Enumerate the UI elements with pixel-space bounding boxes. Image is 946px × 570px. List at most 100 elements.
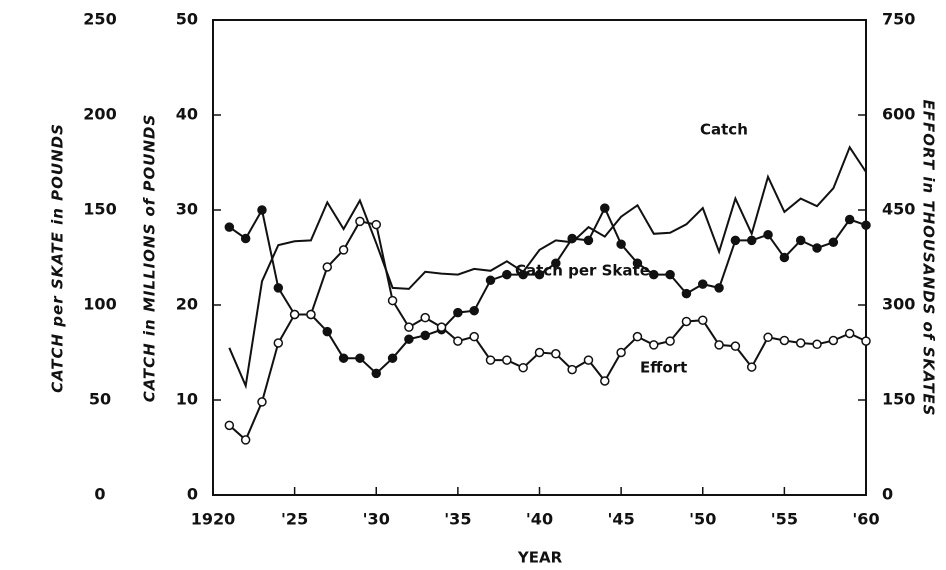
data-point (600, 203, 610, 213)
y-tick-label: 150 (83, 200, 116, 219)
data-point (404, 334, 414, 344)
x-tick-label: '55 (771, 510, 798, 529)
data-point (273, 283, 284, 293)
data-point (355, 216, 365, 227)
data-point (224, 222, 235, 232)
data-point (453, 336, 463, 346)
data-point (779, 252, 790, 263)
data-point (567, 233, 577, 244)
y-tick-label: 300 (882, 295, 915, 314)
data-point (469, 305, 479, 316)
data-point (649, 340, 659, 350)
x-tick-label: '30 (363, 510, 390, 529)
data-point (534, 269, 545, 280)
data-point (485, 355, 496, 365)
data-point (453, 307, 463, 318)
data-point (632, 258, 643, 268)
y-tick-label: 600 (882, 105, 915, 124)
y-tick-label: 100 (83, 295, 116, 314)
data-point (502, 269, 512, 280)
data-point (257, 397, 267, 407)
y-tick-label: 150 (882, 390, 915, 409)
y-tick-label: 30 (176, 200, 198, 219)
data-point (812, 339, 822, 350)
y-tick-label: 0 (94, 485, 105, 504)
data-point (698, 315, 708, 325)
data-point (420, 312, 430, 323)
data-point (257, 205, 267, 215)
data-point (534, 347, 545, 358)
data-point (665, 269, 675, 280)
y-tick-label: 20 (176, 295, 198, 314)
data-point (338, 245, 349, 255)
data-point (763, 332, 773, 343)
data-point (844, 214, 855, 225)
data-point (779, 335, 790, 346)
data-point (665, 336, 675, 346)
data-point (649, 269, 659, 280)
data-point (338, 353, 349, 363)
data-point (404, 322, 414, 332)
data-point (273, 338, 284, 348)
data-point (551, 258, 561, 268)
data-point (698, 279, 708, 289)
data-point (387, 353, 398, 363)
data-point (844, 328, 855, 339)
y-tick-label: 10 (176, 390, 198, 409)
data-point (436, 322, 447, 332)
x-tick-label: '35 (444, 510, 471, 529)
data-point (306, 309, 316, 320)
data-point (322, 262, 333, 272)
data-point (828, 237, 839, 248)
series-label: Catch per Skate (515, 262, 650, 280)
y-tick-label: 0 (882, 485, 893, 504)
x-axis-title: YEAR (517, 549, 563, 567)
y-tick-label: 250 (83, 10, 116, 29)
data-point (583, 235, 594, 246)
y3-axis-title: CATCH per SKATE in POUNDS (49, 123, 67, 393)
x-tick-label: '50 (689, 510, 716, 529)
data-point (551, 349, 561, 359)
data-point (469, 331, 479, 342)
data-point (240, 435, 251, 445)
x-tick-label: 1920 (191, 510, 236, 529)
x-tick-label: '40 (526, 510, 553, 529)
data-point (616, 347, 626, 358)
y-axis-title: CATCH in MILLIONS of POUNDS (141, 114, 159, 403)
data-point (795, 235, 806, 246)
data-point (322, 326, 333, 337)
data-point (861, 336, 871, 346)
data-point (583, 355, 594, 365)
data-point (355, 353, 365, 363)
y-tick-label: 0 (187, 485, 198, 504)
y2-axis-title: EFFORT in THOUSANDS of SKATES (920, 100, 938, 417)
x-tick-label: '45 (608, 510, 635, 529)
data-point (714, 283, 724, 293)
data-point (795, 338, 806, 348)
data-point (746, 362, 757, 372)
y-tick-label: 50 (89, 390, 111, 409)
series-line (228, 220, 867, 442)
series-label: Catch (700, 121, 748, 139)
data-point (518, 362, 528, 373)
data-point (371, 368, 381, 379)
series-label: Effort (640, 359, 687, 377)
data-point (518, 269, 528, 280)
y-tick-label: 50 (176, 10, 198, 29)
data-point (681, 316, 692, 327)
data-point (616, 239, 626, 249)
data-point (600, 376, 610, 386)
data-point (812, 243, 822, 253)
data-point (420, 330, 430, 341)
y-tick-label: 200 (83, 105, 116, 124)
data-point (387, 295, 398, 306)
x-tick-label: '25 (281, 510, 308, 529)
series-line (228, 145, 867, 390)
data-point (730, 235, 741, 246)
x-tick-label: '60 (852, 510, 879, 529)
y-tick-label: 40 (176, 105, 198, 124)
data-point (240, 233, 251, 244)
data-point (730, 341, 741, 351)
data-point (289, 309, 300, 320)
data-point (681, 288, 692, 299)
